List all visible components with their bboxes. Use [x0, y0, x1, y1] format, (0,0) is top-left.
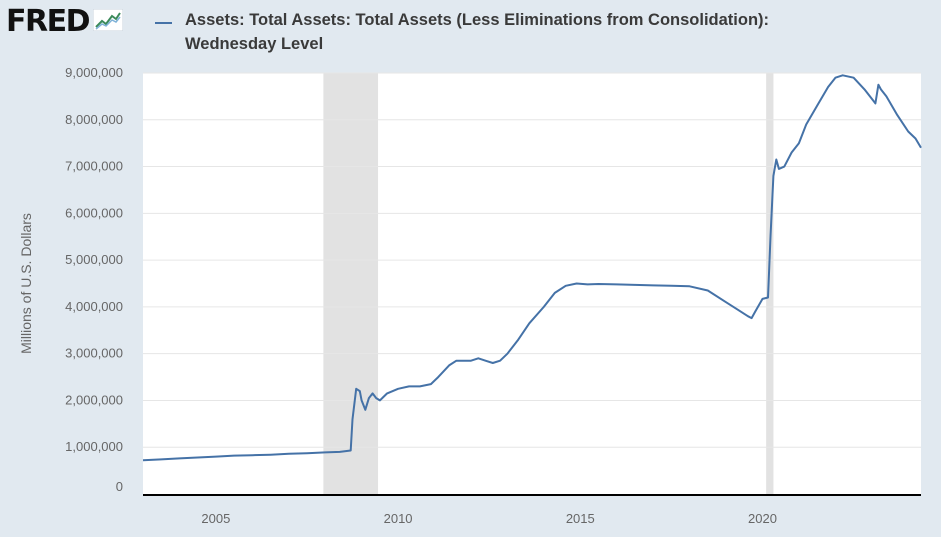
y-tick-label: 4,000,000 — [65, 299, 123, 314]
logo-text: FRED — [6, 4, 91, 39]
series-layer — [142, 74, 922, 462]
chart-title-line2: Wednesday Level — [185, 35, 324, 53]
series-line — [142, 74, 922, 462]
plot-area — [143, 73, 921, 494]
y-tick-label: 2,000,000 — [65, 392, 123, 407]
legend-line-key — [155, 22, 172, 24]
y-tick-label: 8,000,000 — [65, 112, 123, 127]
y-axis-ticks: 0 1,000,000 2,000,000 3,000,000 4,000,000 5,0… — [65, 65, 123, 494]
x-axis-ticks: 2005 2010 2015 2020 — [201, 511, 777, 526]
y-tick-label: 6,000,000 — [65, 205, 123, 220]
chart-title: Assets: Total Assets: Total Assets (Less… — [185, 8, 885, 56]
recession-shading — [323, 73, 774, 494]
x-tick-label: 2015 — [566, 511, 595, 526]
x-tick-label: 2005 — [201, 511, 230, 526]
gridlines — [143, 72, 921, 448]
x-tick-label: 2020 — [748, 511, 777, 526]
y-tick-label: 5,000,000 — [65, 252, 123, 267]
recession-band — [766, 73, 774, 494]
y-tick-label: 0 — [116, 479, 123, 494]
y-tick-label: 7,000,000 — [65, 159, 123, 174]
y-tick-label: 3,000,000 — [65, 346, 123, 361]
y-tick-label: 1,000,000 — [65, 439, 123, 454]
chart-title-line1: Assets: Total Assets: Total Assets (Less… — [185, 11, 770, 29]
recession-band — [323, 73, 379, 494]
y-axis-label: Millions of U.S. Dollars — [18, 213, 34, 354]
y-tick-label: 9,000,000 — [65, 65, 123, 80]
x-tick-label: 2010 — [384, 511, 413, 526]
